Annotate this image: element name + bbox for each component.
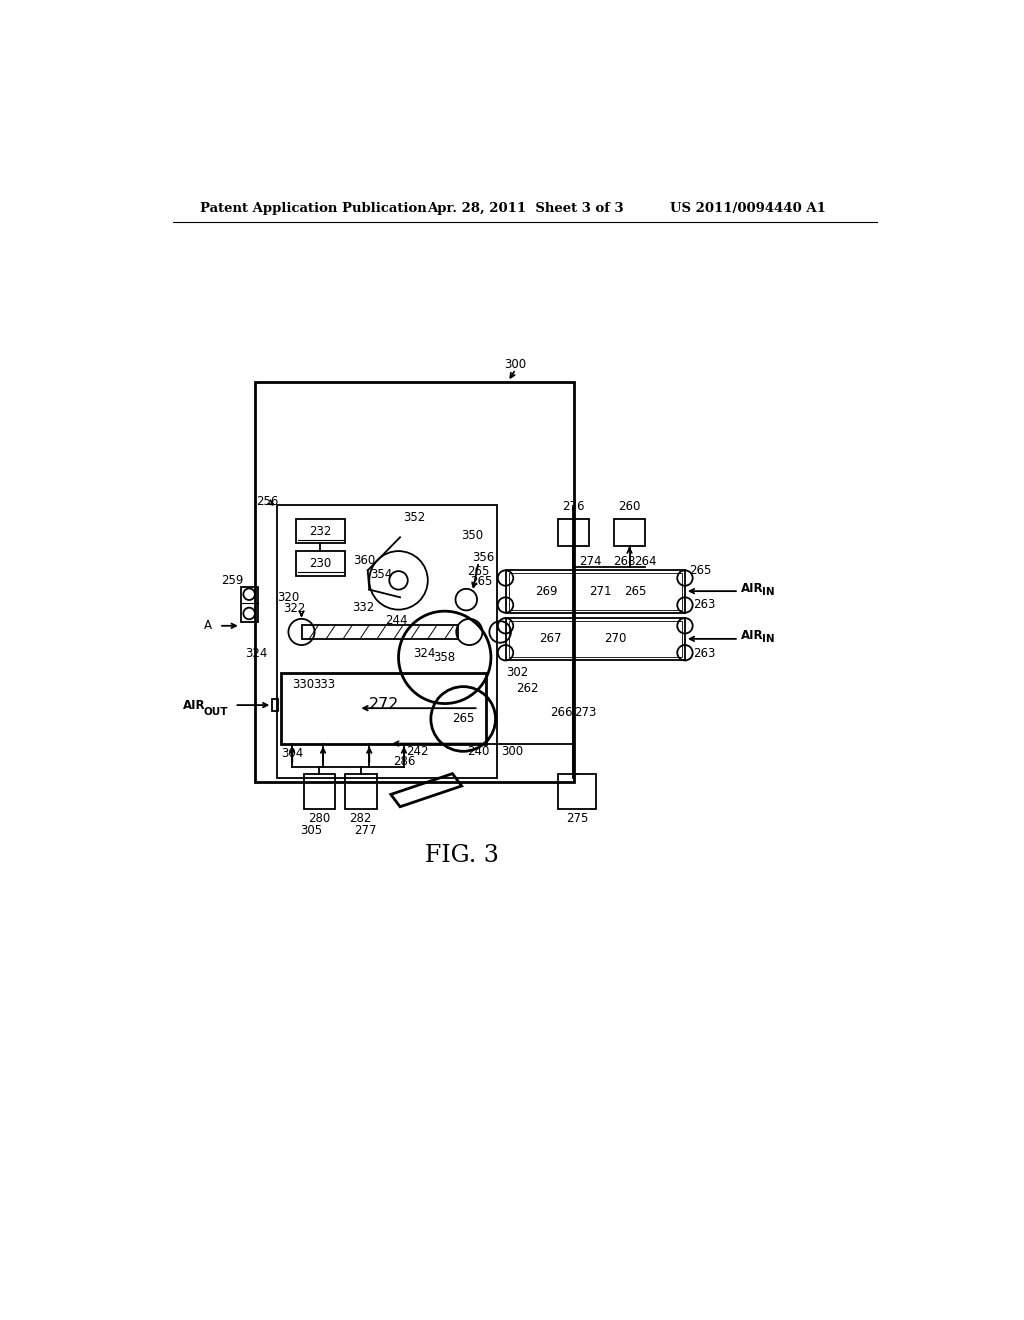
Bar [282, 673, 486, 743]
Text: 263: 263 [693, 598, 716, 611]
Text: IN: IN [762, 586, 774, 597]
Text: 272: 272 [369, 697, 399, 711]
Text: 263: 263 [693, 647, 716, 660]
Text: US 2011/0094440 A1: US 2011/0094440 A1 [670, 202, 825, 215]
Text: 360: 360 [353, 554, 376, 566]
Text: 324: 324 [414, 647, 436, 660]
Bar [241, 586, 258, 622]
Text: 232: 232 [309, 524, 332, 537]
Bar [345, 775, 377, 809]
Text: 320: 320 [278, 591, 300, 603]
Text: 267: 267 [539, 632, 561, 645]
Bar [506, 570, 685, 612]
Text: 269: 269 [536, 585, 558, 598]
Text: 350: 350 [462, 529, 483, 543]
Text: 324: 324 [245, 647, 267, 660]
Text: 265: 265 [452, 713, 474, 726]
Text: 356: 356 [472, 550, 495, 564]
Bar [506, 618, 685, 660]
Text: 282: 282 [349, 812, 372, 825]
Text: 270: 270 [604, 632, 627, 645]
Bar [255, 381, 574, 781]
Text: 256: 256 [256, 495, 279, 508]
Text: 265: 265 [624, 585, 646, 598]
Text: A: A [204, 619, 212, 632]
Text: 260: 260 [618, 500, 641, 513]
Text: 286: 286 [393, 755, 415, 768]
Bar [304, 775, 335, 809]
Text: 330: 330 [292, 677, 314, 690]
Bar [614, 519, 645, 546]
Bar [558, 519, 589, 546]
Text: 271: 271 [589, 585, 611, 598]
Text: 305: 305 [300, 824, 323, 837]
Text: FIG. 3: FIG. 3 [425, 843, 499, 867]
Bar [296, 519, 345, 544]
Bar [509, 573, 682, 610]
Text: 304: 304 [282, 747, 303, 760]
Text: IN: IN [762, 635, 774, 644]
Bar [558, 775, 596, 809]
Text: 262: 262 [516, 681, 539, 694]
Text: 354: 354 [370, 568, 392, 581]
Text: 242: 242 [406, 744, 428, 758]
Text: 332: 332 [352, 601, 374, 614]
Text: 264: 264 [635, 556, 657, 569]
Text: AIR: AIR [183, 698, 206, 711]
Text: 358: 358 [433, 651, 456, 664]
Text: 265: 265 [470, 576, 493, 589]
Text: OUT: OUT [204, 708, 228, 717]
Text: 300: 300 [505, 358, 526, 371]
Text: 322: 322 [284, 602, 306, 615]
Bar [276, 506, 497, 779]
Bar [301, 626, 458, 639]
Text: 280: 280 [308, 812, 331, 825]
Bar [509, 622, 682, 657]
Text: 275: 275 [566, 812, 589, 825]
Text: 277: 277 [354, 824, 377, 837]
Text: AIR: AIR [741, 582, 764, 594]
Text: 333: 333 [312, 677, 335, 690]
Text: 273: 273 [573, 706, 596, 719]
Text: 276: 276 [562, 500, 585, 513]
Text: 352: 352 [402, 511, 425, 524]
Text: Apr. 28, 2011  Sheet 3 of 3: Apr. 28, 2011 Sheet 3 of 3 [427, 202, 624, 215]
Text: 302: 302 [506, 667, 528, 680]
Text: Patent Application Publication: Patent Application Publication [200, 202, 427, 215]
Text: 268: 268 [613, 556, 635, 569]
Text: 240: 240 [467, 744, 489, 758]
Bar [296, 552, 345, 576]
Text: 274: 274 [579, 556, 601, 569]
Text: AIR: AIR [741, 630, 764, 643]
Text: 300: 300 [502, 744, 523, 758]
Text: 230: 230 [309, 557, 332, 570]
Text: 244: 244 [385, 614, 408, 627]
Bar [272, 700, 278, 711]
Text: 266: 266 [551, 706, 573, 719]
Text: 265: 265 [467, 565, 489, 578]
Text: 259: 259 [221, 574, 244, 587]
Text: 265: 265 [689, 564, 712, 577]
